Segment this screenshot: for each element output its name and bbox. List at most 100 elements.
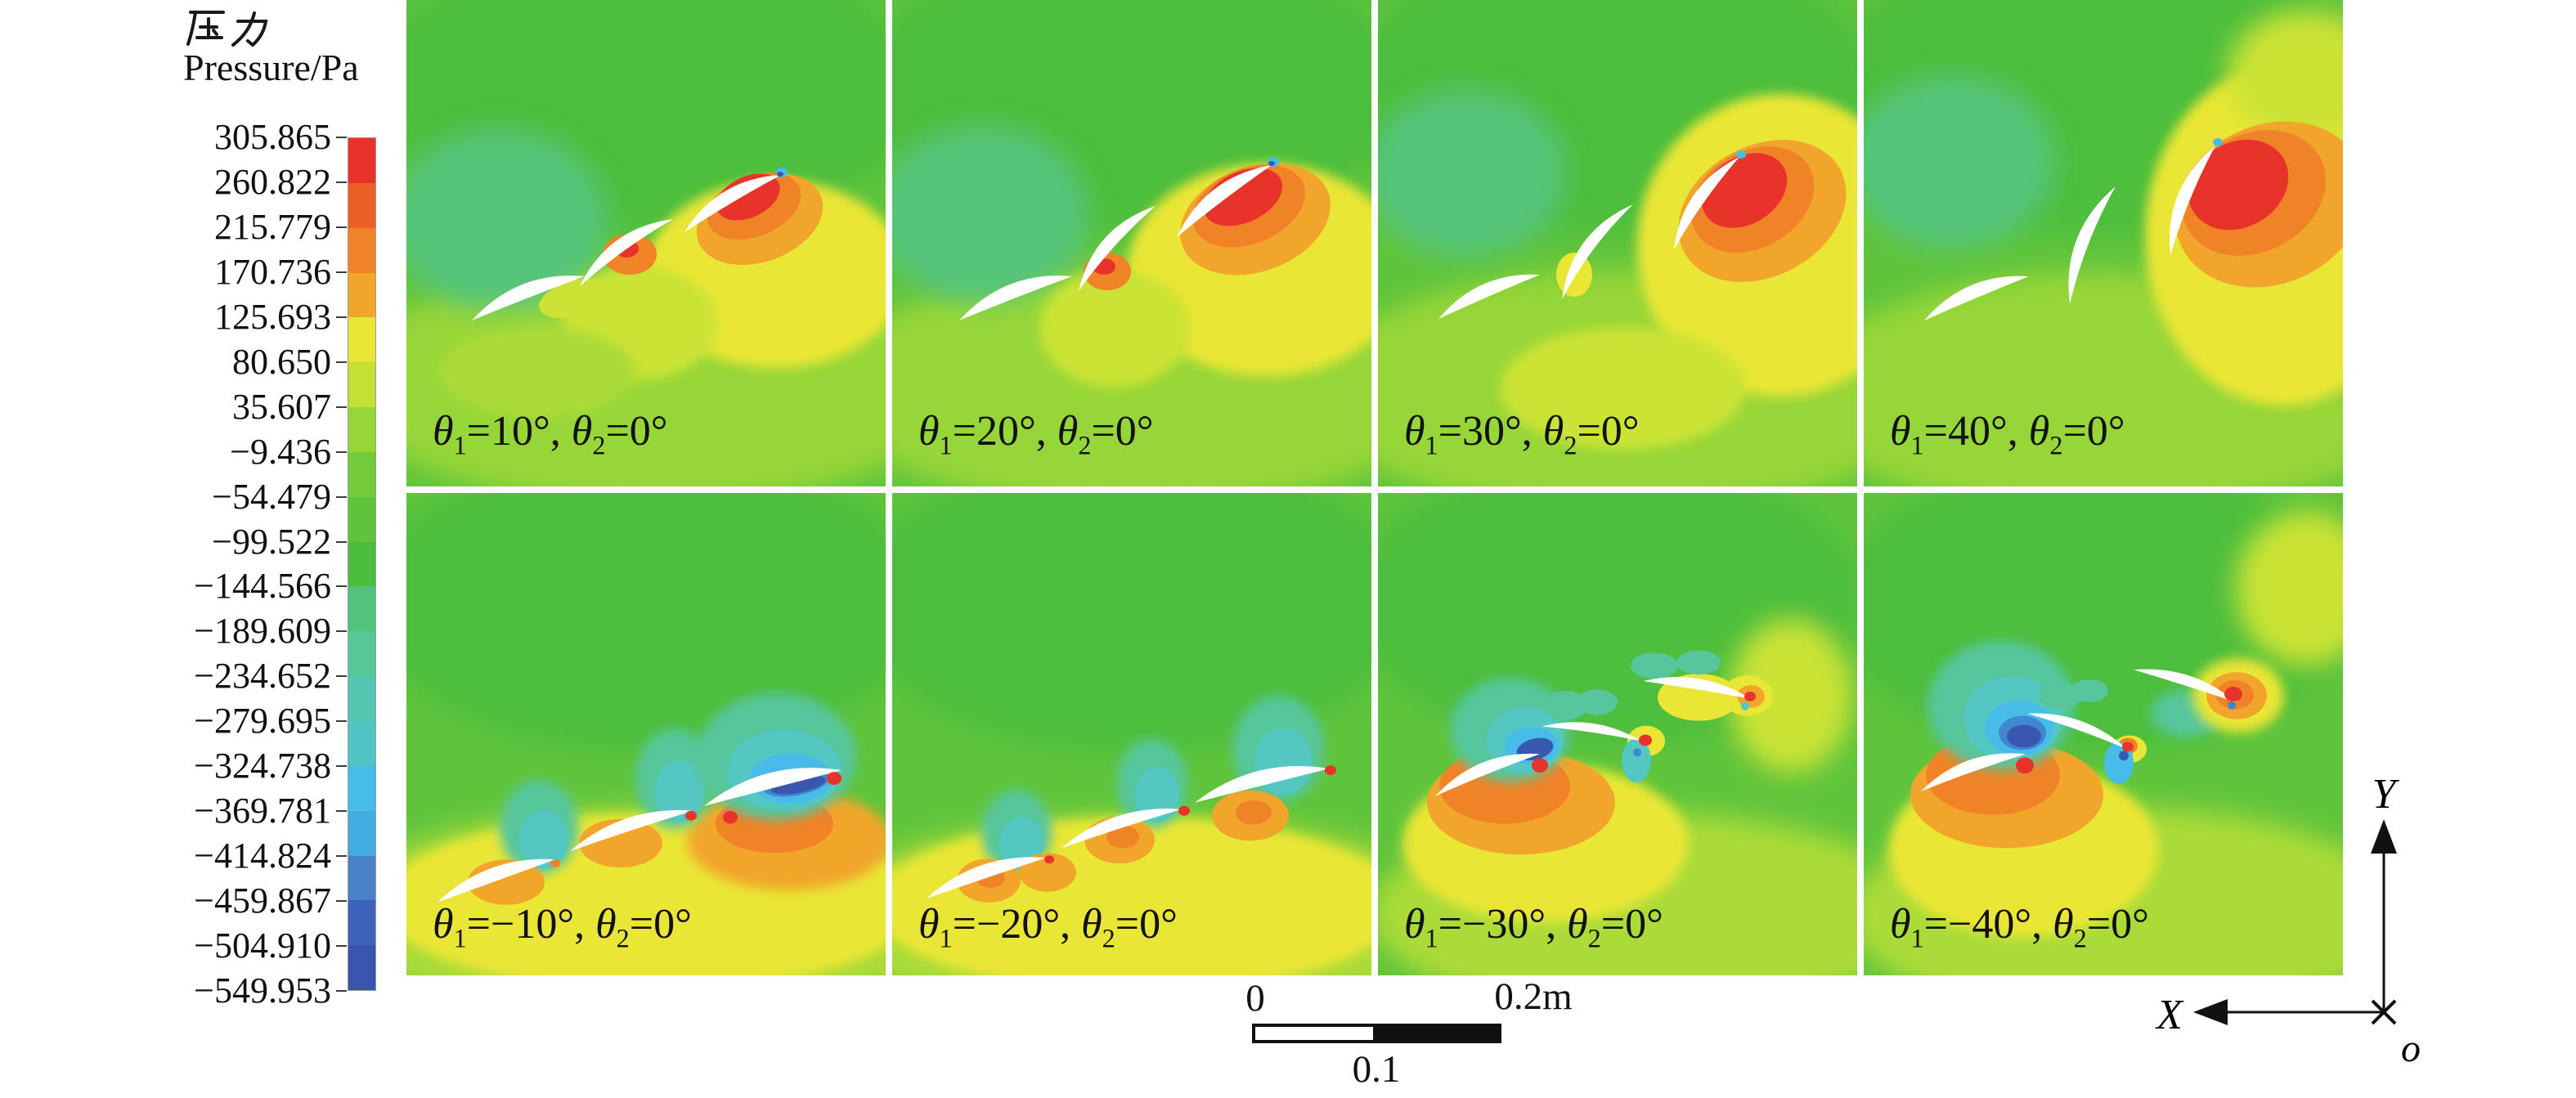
pressure-contour-field (1378, 493, 1857, 975)
y-axis-arrowhead (2371, 819, 2397, 854)
wingsail-element (1921, 753, 2026, 791)
colorbar-segment (348, 272, 375, 318)
panel-condition-label: θ1=10°, θ2=0° (433, 408, 668, 460)
pressure-blob (685, 810, 697, 821)
colorbar-segment (348, 496, 375, 542)
colorbar-tick-label: −369.781 (194, 791, 331, 831)
colorbar-tick-label: 170.736 (214, 251, 331, 292)
panel-condition-label: θ1=−40°, θ2=0° (1890, 901, 2149, 953)
colorbar-tick-label: −549.953 (194, 970, 331, 1011)
colorbar-tick (336, 137, 347, 138)
colorbar-segment (348, 720, 375, 766)
colorbar-tick (336, 540, 347, 543)
colorbar-tick-label: −234.652 (194, 656, 331, 697)
wingsail-element (472, 276, 585, 320)
colorbar-tick (336, 720, 347, 723)
colorbar-tick (336, 810, 347, 813)
pressure-blob (539, 278, 613, 319)
colorbar-tick-label: −144.566 (194, 566, 331, 607)
wingsail-element (959, 276, 1072, 320)
colorbar-segment (348, 182, 375, 228)
colorbar-tick-label: 305.865 (214, 117, 331, 157)
pressure-blob (1178, 805, 1190, 816)
wingsail-element (1542, 722, 1641, 742)
colorbar-tick-label: −279.695 (194, 701, 331, 742)
colorbar-segment (348, 676, 375, 721)
colorbar-tick-label: −414.824 (194, 836, 331, 876)
colorbar-tick-label: 35.607 (232, 386, 331, 427)
wingsail-element (2027, 713, 2127, 750)
pressure-contour-field (406, 493, 886, 975)
colorbar-segment (348, 631, 375, 677)
pressure-blob (1577, 688, 1618, 715)
wingsail-element (1195, 766, 1329, 803)
pressure-blob (439, 327, 635, 417)
panel-condition-label: θ1=20°, θ2=0° (918, 408, 1154, 460)
pressure-blob (2122, 742, 2134, 752)
pressure-blob (1378, 90, 1566, 257)
pressure-blob (1203, 168, 1283, 226)
pressure-blob (716, 173, 780, 221)
pressure-blob (892, 493, 1371, 753)
scale-bar-zero-label: 0 (1245, 977, 1265, 1020)
pressure-contour-field (1378, 0, 1857, 486)
colorbar-tick-label: −324.738 (194, 746, 331, 787)
origin-cross-icon (2371, 999, 2397, 1025)
wingsail-element (1924, 276, 2029, 320)
pressure-blob (1736, 150, 1746, 159)
pressure-cjk-label (186, 11, 268, 47)
pressure-blob (1676, 650, 1721, 675)
panel-condition-label: θ1=−20°, θ2=0° (918, 901, 1178, 953)
colorbar-tick-label: −54.479 (212, 476, 331, 517)
colorbar-segment (348, 541, 375, 587)
panel-condition-label: θ1=−10°, θ2=0° (433, 901, 692, 953)
colorbar-tick (336, 585, 347, 588)
pressure-blob (2016, 757, 2034, 774)
wingsail-element (1643, 677, 1751, 699)
contour-panel-theta1-20: θ1=20°, θ2=0° (892, 0, 1371, 486)
pressure-blob (1622, 738, 1651, 782)
pressure-blob (406, 493, 886, 753)
pressure-blob (2119, 751, 2129, 761)
colorbar-tick-label: 260.822 (214, 161, 331, 202)
colorbar-segment (348, 451, 375, 497)
pressure-contour-field (1864, 493, 2343, 975)
pressure-blob (1106, 825, 1139, 849)
colorbar-tick (336, 945, 347, 948)
pressure-blob (1741, 701, 1749, 710)
pressure-blob (2228, 10, 2343, 141)
contour-panel-theta1-neg10: θ1=−10°, θ2=0° (406, 493, 886, 975)
pressure-blob (2007, 724, 2041, 748)
colorbar-segment (348, 227, 375, 273)
scale-bar-black-segment (1376, 1024, 1501, 1043)
colorbar-segment (348, 362, 375, 408)
pressure-contour-field (892, 493, 1371, 975)
contour-panel-theta1-40: θ1=40°, θ2=0° (1864, 0, 2343, 486)
colorbar-tick (336, 990, 347, 992)
contour-panel-theta1-30: θ1=30°, θ2=0° (1378, 0, 1857, 486)
pressure-contour-field (892, 0, 1371, 486)
wingsail-element (570, 810, 693, 852)
wingsail-element (1061, 808, 1182, 849)
colorbar-tick-label: 215.779 (214, 206, 331, 247)
pressure-blob (519, 810, 568, 870)
pressure-blob (1532, 758, 1548, 773)
colorbar-tick (336, 361, 347, 363)
scale-bar-white-segment (1252, 1024, 1376, 1043)
colorbar-tick (336, 675, 347, 678)
pressure-blob (1044, 855, 1054, 864)
pressure-blob (1039, 270, 1190, 388)
pressure-blob (2236, 511, 2343, 666)
wingsail-element (927, 857, 1046, 899)
pressure-blob (1633, 748, 1641, 757)
pressure-blob (2213, 138, 2223, 146)
pressure-blob (1744, 691, 1756, 701)
colorbar-tick (336, 855, 347, 858)
pressure-blob (1135, 767, 1179, 822)
colorbar-tick (336, 181, 347, 183)
colorbar-tick-label: −459.867 (194, 881, 331, 921)
wingsail-element (1435, 753, 1540, 796)
colorbar-segment (348, 138, 375, 183)
pressure-blob (1864, 75, 2055, 249)
colorbar-tick (336, 271, 347, 273)
